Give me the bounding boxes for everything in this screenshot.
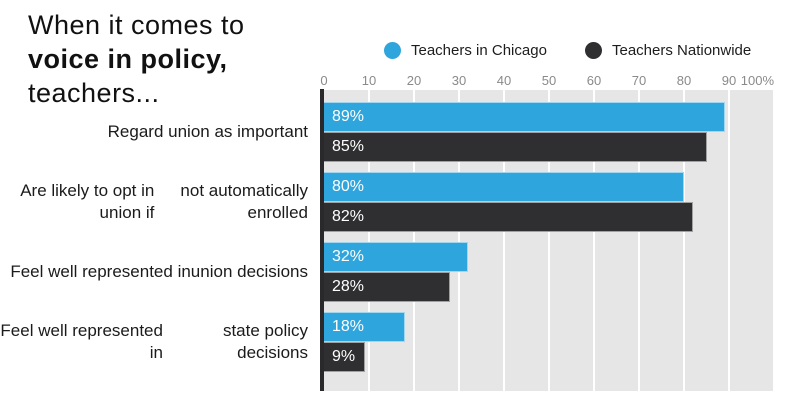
x-axis-tick: 50 bbox=[541, 73, 557, 88]
bar-teachers-in-chicago: 32% bbox=[324, 242, 468, 272]
bar-value-label: 9% bbox=[332, 348, 356, 365]
bar-value-label: 28% bbox=[332, 278, 365, 295]
bar-value-label: 85% bbox=[332, 138, 365, 155]
x-axis-tick: 100% bbox=[740, 73, 774, 88]
bar-group: 80% 82% bbox=[324, 172, 774, 232]
bar-teachers-in-chicago: 80% bbox=[324, 172, 684, 202]
chart-title: When it comes to voice in policy, teache… bbox=[28, 8, 328, 110]
gridline bbox=[728, 90, 730, 391]
legend-label-nationwide: Teachers Nationwide bbox=[612, 41, 752, 59]
bar-teachers-nationwide: 85% bbox=[324, 132, 707, 162]
gridline bbox=[368, 90, 370, 391]
legend-dot-nationwide-icon bbox=[585, 41, 602, 59]
x-axis-tick: 20 bbox=[406, 73, 422, 88]
legend-dot-chicago-icon bbox=[384, 41, 401, 59]
gridline bbox=[638, 90, 640, 391]
y-axis-line bbox=[320, 89, 324, 391]
bar-teachers-in-chicago: 18% bbox=[324, 312, 405, 342]
gridline bbox=[773, 90, 775, 391]
gridline bbox=[458, 90, 460, 391]
bar-value-label: 82% bbox=[332, 208, 365, 225]
bar-group: 89% 85% bbox=[324, 102, 774, 162]
category-label: Feel well represented in state policy dec… bbox=[0, 321, 308, 362]
chart-title-line2: voice in policy, bbox=[28, 44, 228, 74]
x-axis-tick: 60 bbox=[586, 73, 602, 88]
category-label: Regard union as important bbox=[107, 122, 308, 141]
bar-group: 18% 9% bbox=[324, 312, 774, 372]
gridline bbox=[548, 90, 550, 391]
chart-title-line3: teachers... bbox=[28, 78, 160, 108]
x-axis-tick: 10 bbox=[361, 73, 377, 88]
x-axis-tick: 80 bbox=[676, 73, 692, 88]
bar-teachers-nationwide: 9% bbox=[324, 342, 365, 372]
bar-teachers-in-chicago: 89% bbox=[324, 102, 725, 132]
x-axis-tick: 30 bbox=[451, 73, 467, 88]
bar-value-label: 18% bbox=[332, 318, 365, 335]
legend-item-chicago: Teachers in Chicago bbox=[384, 41, 547, 59]
gridline bbox=[503, 90, 505, 391]
x-axis-tick: 90 bbox=[721, 73, 737, 88]
bar-value-label: 32% bbox=[332, 248, 365, 265]
bar-group: 32% 28% bbox=[324, 242, 774, 302]
x-axis-tick: 70 bbox=[631, 73, 647, 88]
bar-value-label: 89% bbox=[332, 108, 365, 125]
x-axis-tick: 40 bbox=[496, 73, 512, 88]
category-label: Feel well represented in union decisions bbox=[10, 262, 308, 281]
chart-title-line1: When it comes to bbox=[28, 10, 245, 40]
bar-teachers-nationwide: 82% bbox=[324, 202, 693, 232]
gridline bbox=[683, 90, 685, 391]
legend-label-chicago: Teachers in Chicago bbox=[411, 41, 547, 59]
x-axis-tick: 0 bbox=[320, 73, 328, 88]
gridline bbox=[413, 90, 415, 391]
gridline bbox=[593, 90, 595, 391]
legend-item-nationwide: Teachers Nationwide bbox=[585, 41, 751, 59]
bar-teachers-nationwide: 28% bbox=[324, 272, 450, 302]
category-label: Are likely to opt in union if not automat… bbox=[20, 181, 308, 222]
bar-value-label: 80% bbox=[332, 178, 365, 195]
plot-area: 89% 85% 80% 82% 32% 28% 18% 9% bbox=[324, 90, 775, 391]
